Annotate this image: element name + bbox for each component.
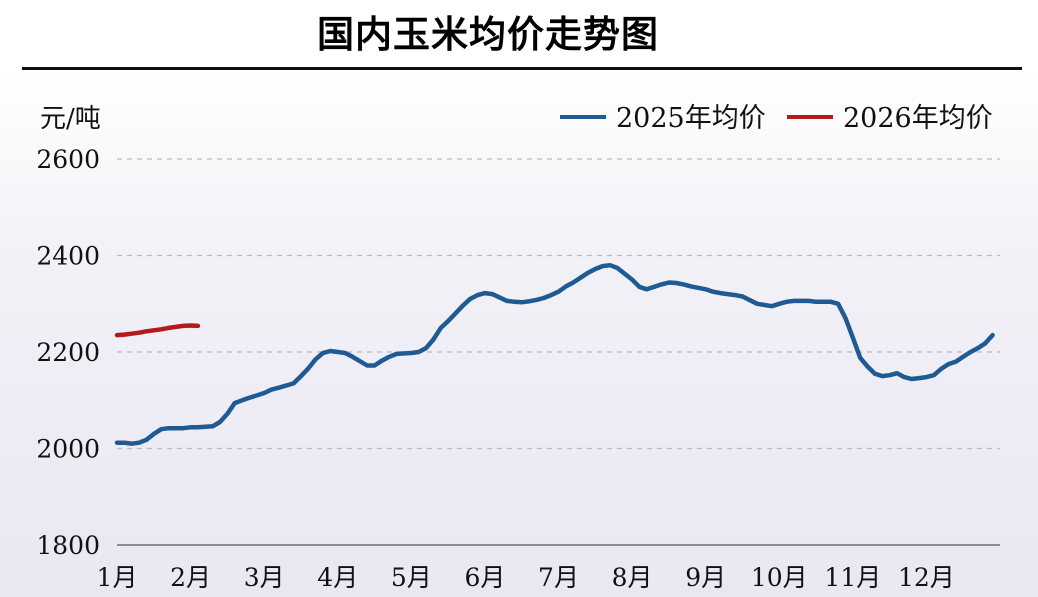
x-tick-label: 8月: [612, 563, 653, 592]
legend-label: 2026年均价: [843, 103, 993, 134]
series-line-1: [114, 262, 995, 446]
x-tick-label: 10月: [751, 563, 808, 592]
x-tick-label: 1月: [97, 563, 138, 592]
y-tick-label: 2200: [36, 338, 100, 367]
x-tick-label: 5月: [391, 563, 432, 592]
x-tick-label: 11月: [824, 563, 881, 592]
x-tick-label: 12月: [898, 563, 955, 592]
series-lines: [114, 262, 995, 446]
y-tick-label: 2400: [36, 242, 100, 271]
y-tick-label: 2000: [36, 435, 100, 464]
y-tick-label: 2600: [36, 145, 100, 174]
x-tick-label: 2月: [170, 563, 211, 592]
y-tick-labels: 1800 2000 2200 2400 2600: [36, 145, 100, 560]
gridlines: [117, 158, 1000, 450]
x-tick-label: 9月: [685, 563, 726, 592]
y-axis-unit-label: 元/吨: [40, 104, 101, 134]
title-divider: [22, 67, 1022, 70]
page-title: 国内玉米均价走势图: [317, 13, 659, 56]
series-line-2: [114, 323, 201, 338]
x-tick-label: 7月: [538, 563, 579, 592]
y-tick-label: 1800: [36, 531, 100, 560]
x-tick-label: 6月: [464, 563, 505, 592]
x-tick-label: 3月: [244, 563, 285, 592]
legend-label: 2025年均价: [616, 103, 766, 134]
x-tick-label: 4月: [317, 563, 358, 592]
x-tick-labels: 1月 2月 3月 4月 5月 6月 7月 8月 9月 10月 11月 12月: [97, 563, 955, 592]
legend: 2025年均价 2026年均价: [560, 103, 993, 134]
